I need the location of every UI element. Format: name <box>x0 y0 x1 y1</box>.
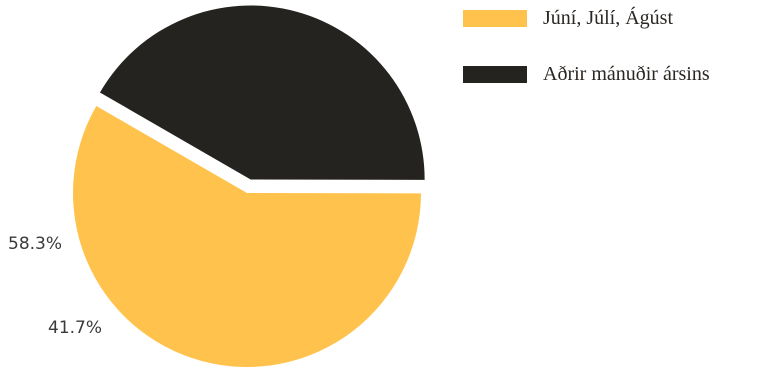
slice-label-summer: 58.3% <box>8 234 63 254</box>
pie-slice-other-months <box>99 5 425 180</box>
legend-label-other-months: Aðrir mánuðir ársins <box>543 63 710 85</box>
pie-slice-summer <box>73 106 421 367</box>
legend-label-summer: Júní, Júlí, Ágúst <box>543 7 674 29</box>
legend-swatch-summer <box>463 10 527 27</box>
slice-label-other-months: 41.7% <box>48 318 103 338</box>
legend-swatch-other-months <box>463 66 527 83</box>
